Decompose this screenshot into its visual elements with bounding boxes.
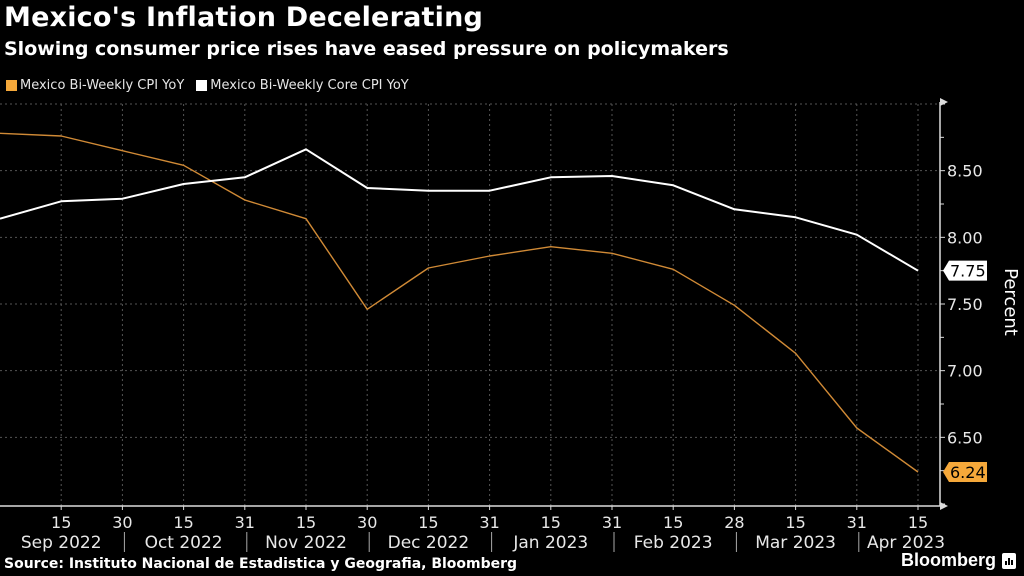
x-tick-label: 31 (235, 513, 255, 532)
last-value-badges: 6.24 7.75 (943, 260, 987, 482)
x-axis-arrow (940, 502, 948, 510)
x-tick-label: 31 (602, 513, 622, 532)
chart-subtitle: Slowing consumer price rises have eased … (4, 38, 729, 60)
core-cpi-last-value: 7.75 (950, 262, 986, 281)
axes (0, 98, 948, 552)
core-cpi-line (0, 148, 919, 272)
bloomberg-logo: Bloomberg (901, 550, 1016, 571)
y-tick-label: 8.00 (947, 228, 983, 247)
x-month-label: Apr 2023 (867, 533, 945, 553)
x-tick-label: 30 (357, 513, 377, 532)
y-tick-label: 7.00 (947, 362, 983, 381)
x-tick-label: 15 (418, 513, 438, 532)
core-cpi-last-value-badge (943, 260, 987, 281)
x-tick-label: 15 (785, 513, 805, 532)
legend-item-core-cpi[interactable]: Mexico Bi-Weekly Core CPI YoY (196, 78, 409, 93)
brand-name: Bloomberg (900, 550, 996, 570)
x-month-label: Sep 2022 (21, 533, 102, 553)
x-month-label: Oct 2022 (145, 533, 223, 553)
legend-item-cpi[interactable]: Mexico Bi-Weekly CPI YoY (6, 78, 184, 93)
x-tick-label: 15 (296, 513, 316, 532)
x-tick-label: 15 (663, 513, 683, 532)
y-tick-label: 8.50 (947, 162, 983, 181)
y-tick-label: 6.50 (947, 428, 983, 447)
x-tick-label: 31 (847, 513, 867, 532)
cpi-line (0, 132, 919, 473)
legend-swatch-core-cpi (196, 80, 208, 91)
x-tick-label: 31 (479, 513, 499, 532)
cpi-last-value-badge (943, 462, 987, 482)
x-month-label: Mar 2023 (755, 533, 836, 553)
legend: Mexico Bi-Weekly CPI YoY Mexico Bi-Weekl… (6, 78, 409, 93)
axis-labels: 6.50 7.00 7.50 8.00 8.50 15 30 15 31 15 30 15 31 15 31… (21, 162, 983, 553)
cpi-last-value: 6.24 (950, 463, 986, 482)
series-lines (0, 132, 919, 473)
x-month-label: Feb 2023 (634, 533, 713, 553)
legend-swatch-cpi (6, 80, 17, 91)
y-axis-arrow (940, 98, 948, 106)
x-tick-label: 30 (112, 513, 132, 532)
legend-label-core-cpi: Mexico Bi-Weekly Core CPI YoY (210, 78, 409, 93)
x-tick-label: 15 (541, 513, 561, 532)
x-month-label: Jan 2023 (512, 533, 588, 553)
x-tick-label: 28 (724, 513, 744, 532)
source-note: Source: Instituto Nacional de Estadistic… (4, 556, 518, 572)
gridlines (0, 103, 940, 506)
x-tick-label: 15 (173, 513, 193, 532)
y-tick-label: 7.50 (947, 295, 983, 314)
x-tick-label: 15 (908, 513, 928, 532)
x-month-label: Nov 2022 (265, 533, 347, 553)
chart-title: Mexico's Inflation Decelerating (4, 2, 484, 33)
y-axis-label: Percent (1000, 268, 1021, 336)
legend-label-cpi: Mexico Bi-Weekly CPI YoY (20, 78, 185, 93)
x-tick-label: 15 (51, 513, 71, 532)
bloomberg-chart-icon (1002, 552, 1016, 569)
x-month-label: Dec 2022 (388, 533, 470, 553)
